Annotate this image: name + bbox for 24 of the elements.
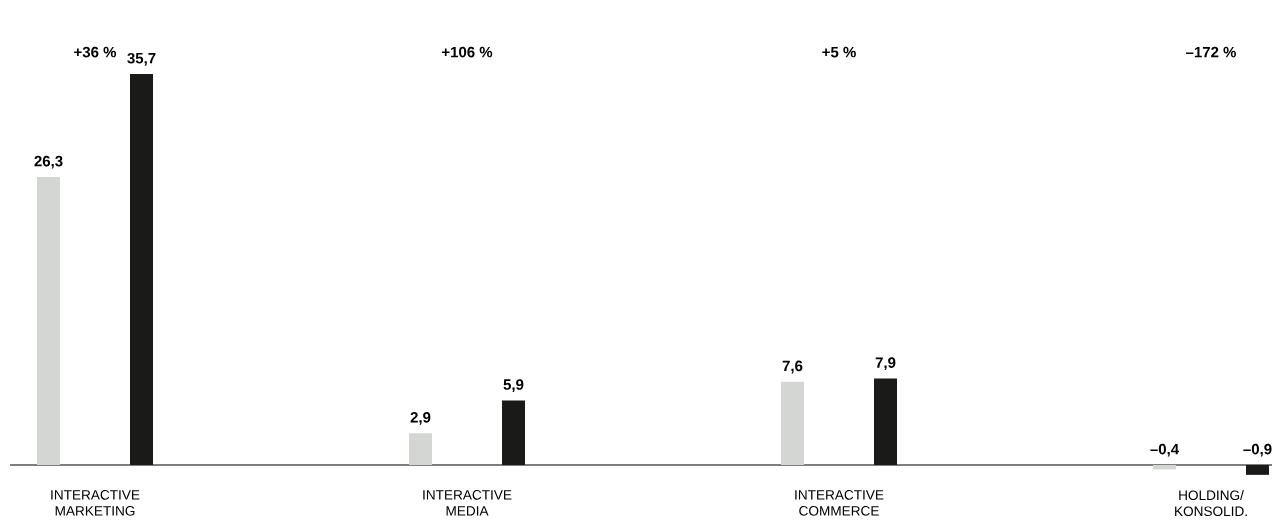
bar [37, 177, 60, 465]
data-label: 26,3 [34, 155, 63, 169]
data-label: 5,9 [503, 379, 524, 392]
bar [130, 74, 154, 465]
bar [409, 433, 433, 465]
data-label: 7,6 [782, 360, 803, 374]
bar [1153, 465, 1177, 470]
bar [874, 378, 897, 465]
data-label: –0,4 [1150, 443, 1180, 457]
text: +36 % [74, 46, 117, 58]
x-tick-label: HOLDING/ KONSOLID. [1175, 490, 1247, 517]
bar [781, 381, 805, 465]
data-label: 35,7 [127, 52, 156, 66]
bar [1246, 465, 1270, 475]
bar [502, 400, 526, 465]
text: –172 % [1186, 46, 1237, 58]
text: +5 % [822, 46, 856, 58]
x-tick-label: INTERACTIVE COMMERCE [795, 490, 884, 516]
x-tick-label: INTERACTIVE MARKETING [51, 490, 140, 516]
data-label: –0,9 [1243, 443, 1272, 457]
data-label: 2,9 [410, 412, 431, 425]
data-label: 7,9 [875, 357, 896, 371]
x-tick-label: INTERACTIVE MEDIA [423, 490, 512, 516]
text: +106 % [441, 46, 493, 58]
